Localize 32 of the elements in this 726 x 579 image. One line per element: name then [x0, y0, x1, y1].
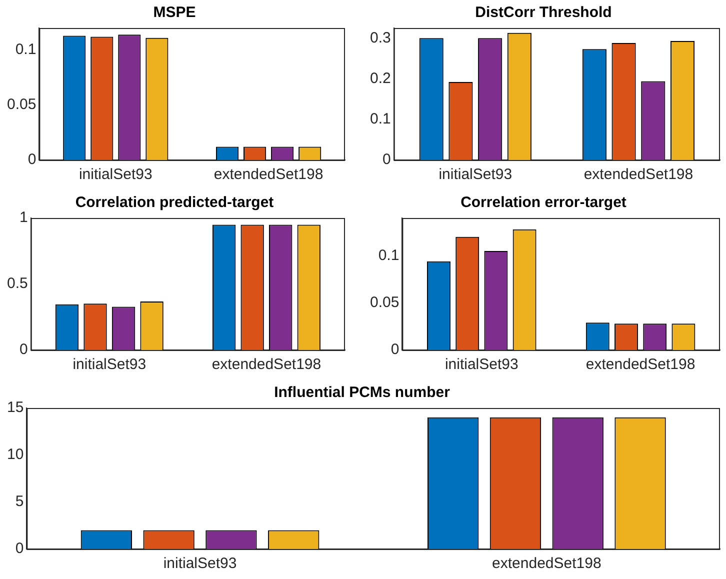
- y-tick-label: 0.1: [378, 246, 400, 264]
- y-tick-label: 0: [382, 151, 391, 168]
- y-tick-label: 0.05: [6, 96, 36, 114]
- x-tick-label: initialSet93: [78, 166, 152, 184]
- x-tick-label: initialSet93: [72, 356, 146, 374]
- x-tick-label: extendedSet198: [586, 356, 696, 374]
- y-tick-label: 15: [6, 399, 24, 416]
- y-tick-label: 0: [15, 540, 24, 558]
- y-tick-label: 0: [390, 341, 400, 358]
- y-tick-label: 0: [28, 151, 36, 168]
- y-tick-label: 0.5: [6, 275, 28, 292]
- chart-title: DistCorr Threshold: [475, 4, 612, 22]
- y-tick-label: 0.2: [370, 70, 391, 87]
- chart-title: Correlation error-target: [460, 194, 626, 212]
- chart-title: Influential PCMs number: [274, 384, 450, 402]
- y-tick-label: 0.05: [370, 294, 400, 311]
- x-tick-label: extendedSet198: [214, 166, 324, 184]
- chart-title: Correlation predicted-target: [75, 194, 274, 212]
- y-tick-label: 10: [6, 446, 24, 464]
- chart-title: MSPE: [153, 4, 196, 22]
- y-tick-label: 0.1: [370, 110, 391, 128]
- x-tick-label: extendedSet198: [212, 356, 322, 374]
- y-tick-label: 1: [20, 209, 28, 226]
- y-tick-label: 0.1: [15, 41, 36, 58]
- y-tick-label: 5: [15, 493, 24, 510]
- x-tick-label: extendedSet198: [492, 555, 602, 572]
- x-tick-label: extendedSet198: [584, 166, 694, 184]
- x-tick-label: initialSet93: [438, 166, 512, 184]
- y-tick-label: 0.3: [370, 29, 391, 46]
- x-tick-label: initialSet93: [163, 555, 237, 572]
- y-tick-label: 0: [20, 341, 28, 358]
- x-tick-label: initialSet93: [444, 356, 518, 374]
